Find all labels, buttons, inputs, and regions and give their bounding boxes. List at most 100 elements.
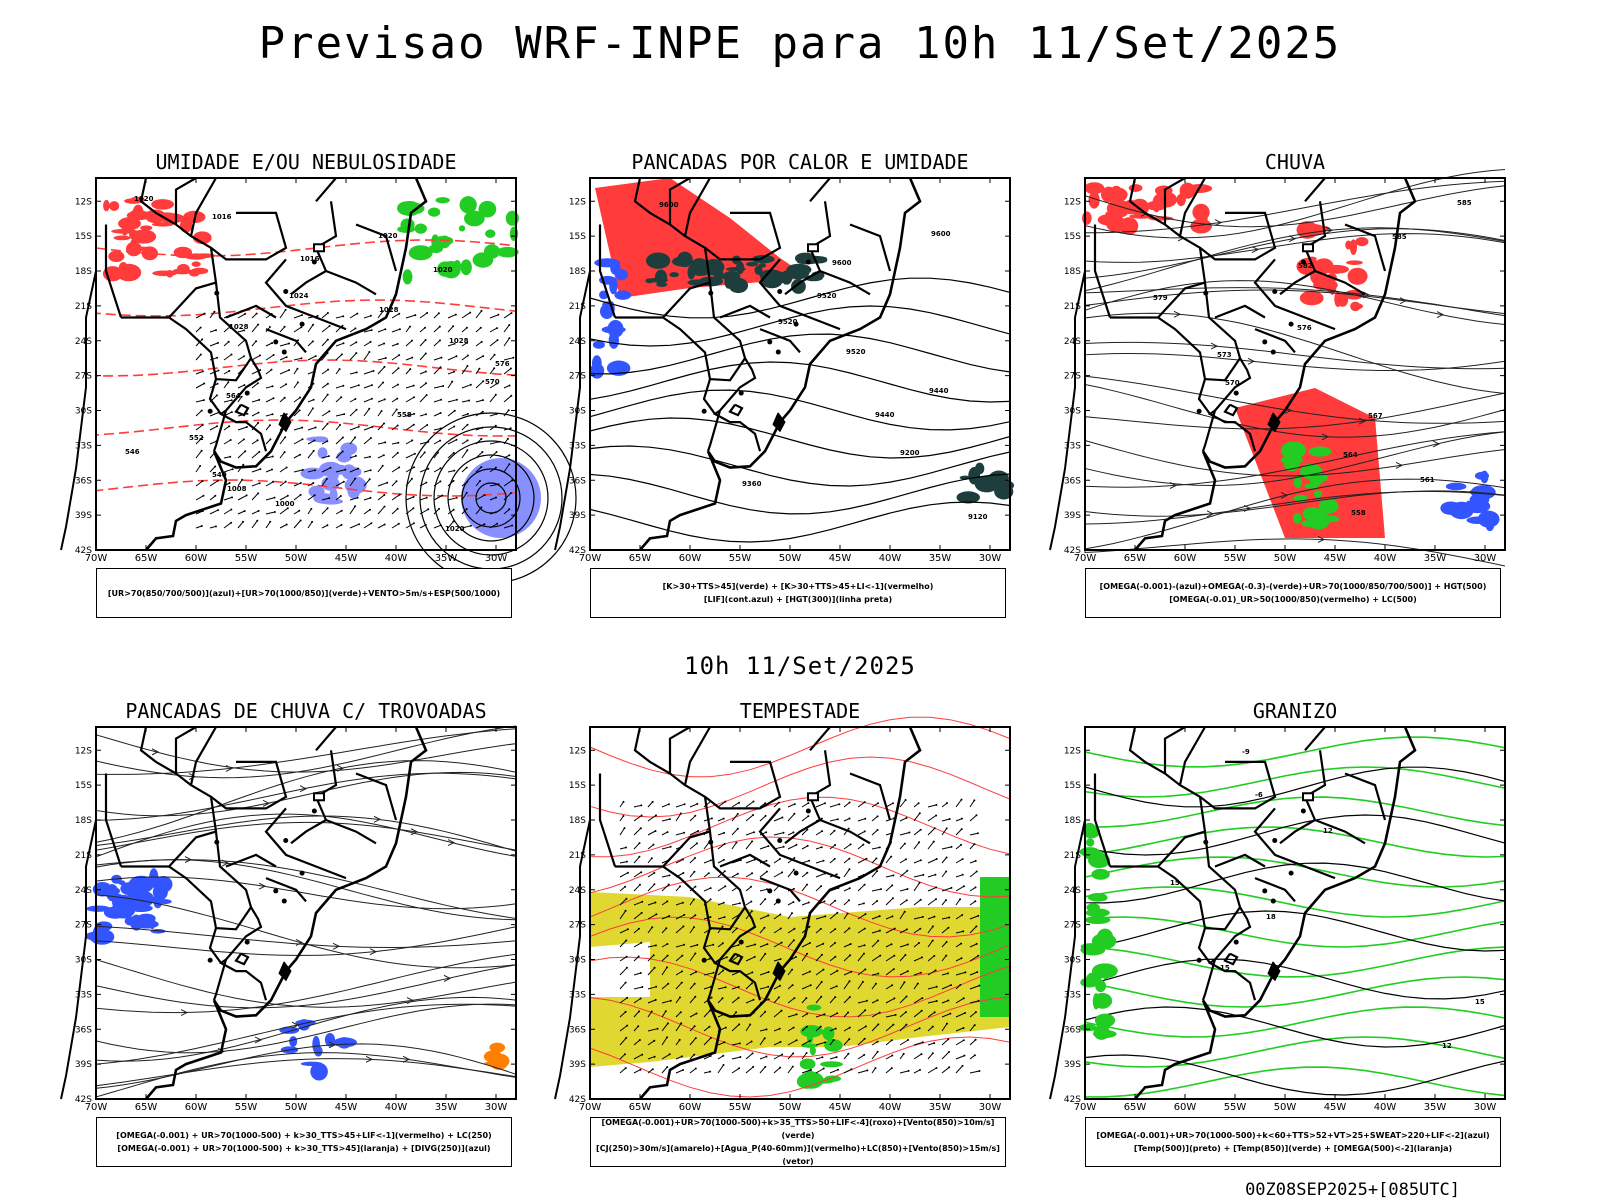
wind-vector-head bbox=[625, 939, 628, 942]
wind-vector bbox=[913, 874, 924, 878]
wind-vector bbox=[447, 381, 453, 389]
wind-vector bbox=[391, 508, 399, 515]
wind-vector bbox=[633, 972, 641, 976]
wind-vector-head bbox=[625, 955, 628, 958]
contour-label: 552 bbox=[189, 434, 204, 442]
wind-vector-head bbox=[494, 511, 497, 514]
wind-vector bbox=[759, 845, 769, 850]
thickness-red bbox=[176, 263, 190, 275]
rain-red bbox=[1334, 291, 1342, 307]
wind-vector-head bbox=[466, 354, 469, 357]
wind-vector bbox=[787, 997, 795, 1004]
wind-vector bbox=[843, 899, 850, 906]
wind-vector bbox=[731, 813, 739, 822]
wind-vector-head bbox=[848, 817, 851, 820]
contour-label: 18 bbox=[1266, 913, 1276, 921]
wind-vector-head bbox=[227, 381, 230, 384]
wind-vector-head bbox=[693, 1053, 696, 1056]
wind-vector bbox=[391, 523, 400, 529]
wind-vector-head bbox=[682, 925, 685, 928]
wind-vector-head bbox=[229, 455, 232, 458]
wind-vector bbox=[801, 1052, 807, 1060]
wind-vector-head bbox=[934, 969, 937, 972]
state-border bbox=[719, 853, 771, 868]
wind-vector bbox=[871, 1024, 879, 1032]
state-border bbox=[168, 865, 252, 931]
coastline-west bbox=[60, 270, 97, 551]
wind-vector bbox=[363, 341, 371, 347]
reservoir-marker bbox=[767, 888, 773, 894]
wind-vector bbox=[759, 815, 766, 822]
lat-tick-label: 33S bbox=[75, 990, 92, 1000]
wind-vector bbox=[871, 816, 878, 822]
contour-label: 1020 bbox=[445, 525, 465, 533]
wind-vector bbox=[717, 997, 723, 1004]
wind-vector bbox=[745, 1041, 752, 1046]
wind-vector bbox=[251, 340, 257, 347]
wind-vector bbox=[391, 409, 398, 417]
wind-vector-head bbox=[792, 868, 795, 871]
wind-vector-head bbox=[666, 954, 669, 957]
wind-vector-head bbox=[738, 902, 741, 905]
wind-vector-head bbox=[283, 396, 286, 399]
wind-vector-head bbox=[439, 467, 442, 470]
reservoir-marker bbox=[281, 349, 287, 355]
wind-vector bbox=[773, 997, 780, 1004]
wind-vector-head bbox=[752, 1065, 755, 1068]
wind-vector bbox=[661, 915, 670, 920]
wind-vector-head bbox=[891, 897, 894, 900]
rain-blue bbox=[1474, 471, 1490, 480]
height-300-contour bbox=[589, 361, 1011, 403]
reservoir-marker bbox=[1233, 939, 1239, 945]
wind-vector bbox=[377, 465, 384, 473]
wind-vector bbox=[633, 871, 642, 878]
lat-tick-label: 24S bbox=[75, 886, 92, 896]
contour-label: 570 bbox=[485, 378, 500, 386]
wind-vector-head bbox=[480, 309, 483, 312]
reservoir-marker bbox=[1288, 870, 1294, 876]
contour-label: 558 bbox=[397, 411, 412, 419]
humidity-green bbox=[485, 229, 496, 238]
wind-vector-head bbox=[680, 1022, 683, 1025]
humidity-green bbox=[496, 246, 519, 258]
wind-vector-head bbox=[683, 803, 686, 806]
wind-vector bbox=[619, 1025, 628, 1032]
lagoa-dos-patos bbox=[1267, 412, 1281, 433]
wind-vector bbox=[633, 884, 641, 892]
wind-vector bbox=[265, 342, 273, 347]
panel-umidade: UMIDADE E/OU NEBULOSIDADE 1020 1016 1020 10… bbox=[60, 150, 577, 618]
wind-vector-head bbox=[890, 943, 893, 946]
wind-vector bbox=[955, 943, 962, 948]
contour-label: 1028 bbox=[449, 337, 469, 345]
wind-vector-head bbox=[466, 480, 469, 483]
humidity-green bbox=[483, 244, 500, 259]
wind-vector-head bbox=[383, 398, 386, 401]
wind-vector bbox=[913, 812, 921, 822]
wind-vector-head bbox=[215, 394, 218, 397]
wind-vector bbox=[363, 522, 372, 529]
wind-vector bbox=[871, 1051, 878, 1060]
df-marker bbox=[807, 243, 819, 253]
wind-vector bbox=[223, 509, 232, 515]
wind-green bbox=[810, 1029, 833, 1035]
wind-vector-head bbox=[296, 367, 299, 370]
instability-teal bbox=[728, 277, 749, 294]
wind-vector bbox=[265, 456, 273, 459]
wind-vector bbox=[321, 497, 330, 501]
wind-vector bbox=[279, 495, 289, 501]
wind-vector bbox=[321, 339, 329, 347]
wind-vector-head bbox=[299, 396, 302, 399]
wind-vector-head bbox=[326, 507, 329, 510]
lake-outline bbox=[1223, 952, 1239, 966]
wind-vector-head bbox=[370, 329, 373, 332]
streamline bbox=[95, 1052, 517, 1098]
lon-tick-label: 60W bbox=[679, 553, 702, 564]
lat-tick-label: 18S bbox=[75, 816, 92, 826]
wind-vector bbox=[913, 859, 921, 864]
wind-vector-head bbox=[625, 860, 628, 863]
wind-vector-head bbox=[978, 984, 981, 987]
instability-teal bbox=[758, 263, 767, 268]
wind-vector bbox=[955, 818, 963, 822]
wind-vector-head bbox=[694, 857, 696, 859]
streamline-arrow bbox=[1173, 310, 1182, 318]
